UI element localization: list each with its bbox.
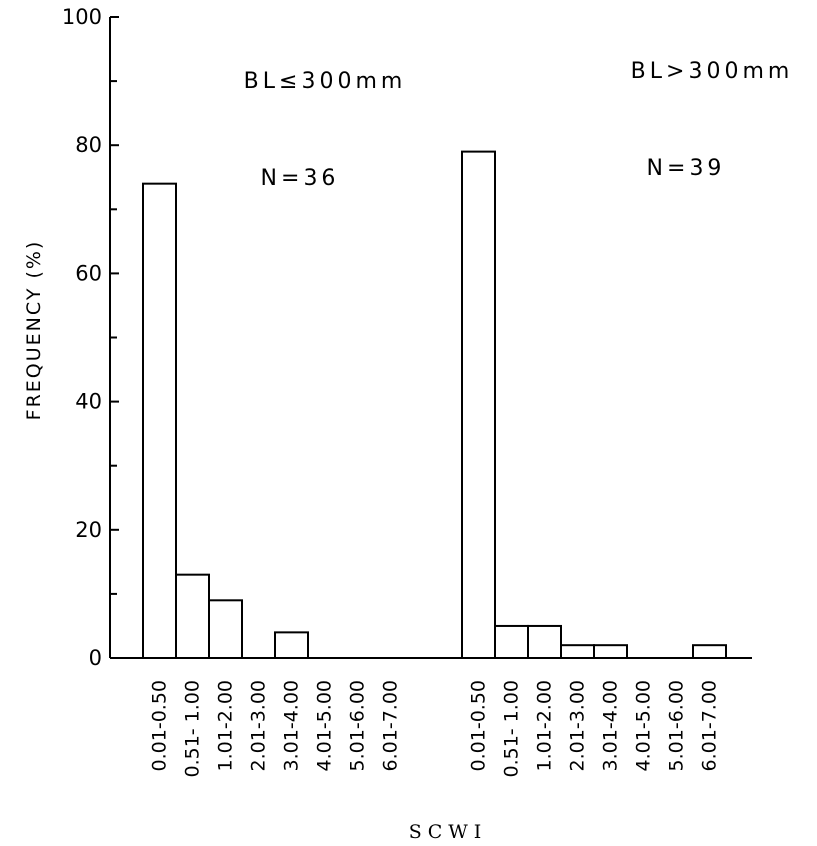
x-tick-label: 4.01-5.00 (633, 680, 655, 771)
bar (692, 644, 727, 659)
x-tick-label: 5.01-6.00 (347, 680, 369, 771)
x-tick-label: 6.01-7.00 (699, 680, 721, 771)
x-tick-label: 2.01-3.00 (248, 680, 270, 771)
y-tick-label: 100 (62, 5, 102, 29)
group-annotation: BL>300mm (631, 59, 794, 84)
sample-size-label: N=36 (261, 166, 340, 191)
x-tick-label: 3.01-4.00 (600, 680, 622, 771)
x-tick-label: 1.01-2.00 (534, 680, 556, 771)
y-tick-label: 40 (75, 390, 102, 414)
bar (593, 644, 628, 659)
x-tick-label: 0.01-0.50 (468, 680, 490, 771)
bar (142, 182, 177, 659)
bar (461, 150, 496, 660)
x-tick-label: 6.01-7.00 (380, 680, 402, 771)
y-axis-label: FREQUENCY (%) (23, 240, 45, 421)
y-tick-label: 60 (75, 261, 102, 285)
annotations: BL≤300mm N=36 BL>300mm N=39 (244, 59, 794, 191)
bar (175, 573, 210, 659)
x-tick-label: 1.01-2.00 (215, 680, 237, 771)
x-tick-labels: 0.01-0.50 0.51- 1.00 1.01-2.00 2.01-3.00 3.0… (149, 680, 721, 778)
bar (274, 631, 309, 659)
axes (109, 17, 752, 659)
x-tick-label: 4.01-5.00 (314, 680, 336, 771)
group-annotation: BL≤300mm (244, 69, 407, 94)
bar (494, 624, 529, 660)
x-tick-label: 0.01-0.50 (149, 680, 171, 771)
x-tick-label: 5.01-6.00 (666, 680, 688, 771)
y-axis-ticks: 0 20 40 60 80 100 (62, 5, 119, 670)
bars (142, 150, 727, 660)
x-tick-label: 0.51- 1.00 (182, 680, 204, 778)
sample-size-label: N=39 (647, 156, 726, 181)
y-tick-label: 0 (89, 646, 102, 670)
x-tick-label: 0.51- 1.00 (501, 680, 523, 778)
bar (560, 644, 595, 659)
x-tick-label: 3.01-4.00 (281, 680, 303, 771)
y-tick-label: 80 (75, 133, 102, 157)
y-tick-label: 20 (75, 518, 102, 542)
x-tick-label: 2.01-3.00 (567, 680, 589, 771)
x-axis-label: SCWI (409, 821, 488, 843)
bar (208, 599, 243, 659)
bar (527, 624, 562, 660)
